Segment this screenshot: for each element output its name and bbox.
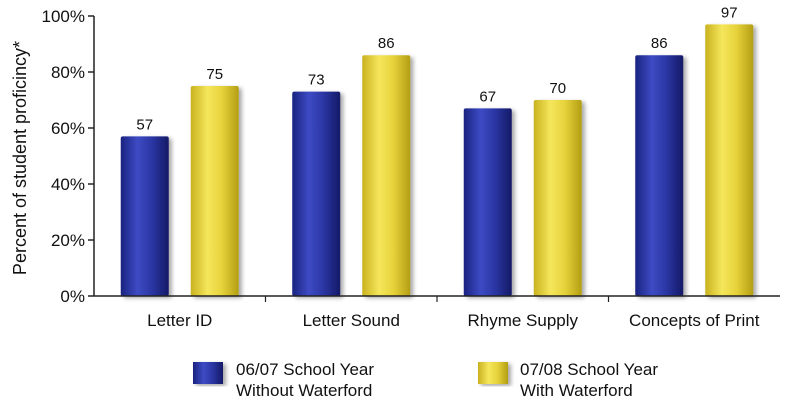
bar-06-07 [635, 55, 684, 297]
legend-label-line1: 07/08 School Year [520, 360, 658, 379]
y-tick-label: 80% [51, 63, 85, 82]
data-label: 70 [549, 80, 566, 97]
y-axis: 0% 20% 40% 60% 80% 100% [42, 7, 94, 306]
bar-07-08 [190, 86, 239, 296]
bar-06-07 [120, 136, 169, 296]
bar-06-07 [463, 108, 512, 297]
y-tick-label: 40% [51, 175, 85, 194]
legend-swatch [193, 362, 223, 384]
bar-07-08 [705, 24, 754, 297]
y-tick-label: 100% [42, 7, 85, 26]
x-category-label: Letter Sound [303, 311, 400, 330]
bar-07-08 [362, 55, 411, 297]
legend-label-line2: With Waterford [520, 381, 633, 400]
x-category-label: Letter ID [147, 311, 212, 330]
data-label: 86 [651, 35, 668, 52]
data-label: 73 [308, 72, 325, 89]
x-axis-labels: Letter ID Letter Sound Rhyme Supply Concept… [147, 296, 760, 330]
x-category-label: Rhyme Supply [467, 311, 578, 330]
bar-series: 57 75 73 86 67 70 86 97 [120, 4, 754, 297]
y-tick-label: 0% [60, 287, 85, 306]
legend: 06/07 School Year Without Waterford 07/08 … [193, 360, 658, 400]
data-label: 75 [206, 66, 223, 83]
data-label: 67 [479, 88, 496, 105]
x-category-label: Concepts of Print [629, 311, 760, 330]
bar-06-07 [292, 91, 341, 296]
y-tick-label: 60% [51, 119, 85, 138]
legend-label-line1: 06/07 School Year [236, 360, 374, 379]
bar-07-08 [533, 100, 582, 296]
data-label: 97 [721, 4, 738, 21]
data-label: 57 [136, 116, 153, 133]
legend-label-line2: Without Waterford [236, 381, 372, 400]
data-label: 86 [378, 35, 395, 52]
y-tick-label: 20% [51, 231, 85, 250]
legend-swatch [478, 362, 508, 384]
y-axis-label: Percent of student proficincy* [10, 41, 30, 275]
